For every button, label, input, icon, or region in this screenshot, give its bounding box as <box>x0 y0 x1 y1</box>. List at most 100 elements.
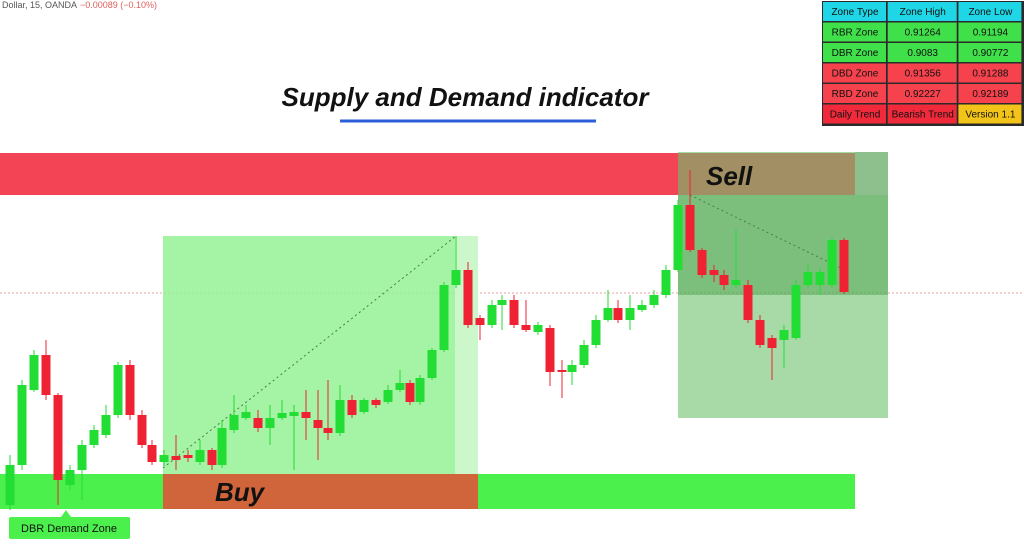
candle-body <box>791 285 801 338</box>
table-cell <box>887 43 957 62</box>
table-cell <box>958 84 1022 103</box>
candle-body <box>359 400 369 412</box>
table-cell <box>823 43 886 62</box>
candles <box>5 170 849 510</box>
table-cell <box>958 22 1022 42</box>
table-cell <box>823 63 886 83</box>
table-cell-text: 0.91264 <box>905 27 942 38</box>
table-cell <box>958 2 1022 21</box>
candle-body <box>487 305 497 325</box>
candle-body <box>347 400 357 415</box>
table-cell-text: DBD Zone <box>832 68 879 79</box>
candle-body <box>533 325 543 332</box>
candle-body <box>557 370 567 372</box>
candle-body <box>839 240 849 292</box>
candle-body <box>649 295 659 305</box>
table-cell-text: 0.92189 <box>972 89 1009 100</box>
candle-body <box>509 300 519 325</box>
candle-body <box>5 465 15 505</box>
candle-body <box>661 270 671 295</box>
candle-body <box>125 365 135 415</box>
candle-body <box>827 240 837 285</box>
table-cell-text: RBR Zone <box>832 27 879 38</box>
candle-body <box>289 412 299 416</box>
zone-tag-pointer <box>61 510 71 517</box>
candle-body <box>217 428 227 465</box>
table-cell-text: 0.91288 <box>972 68 1009 79</box>
candle-body <box>147 445 157 462</box>
table-cell-text: 0.9083 <box>907 48 938 59</box>
table-cell <box>887 104 957 124</box>
candle-body <box>301 412 311 418</box>
candle-body <box>323 428 333 433</box>
table-cell <box>887 63 957 83</box>
candle-body <box>579 345 589 365</box>
candle-body <box>567 365 577 372</box>
table-cell <box>958 63 1022 83</box>
table-cell <box>823 104 886 124</box>
candle-body <box>313 420 323 428</box>
sell-box-target <box>678 195 888 295</box>
table-cell <box>958 104 1022 124</box>
table-cell-text: 0.91356 <box>905 68 942 79</box>
candle-body <box>207 450 217 465</box>
candle-body <box>497 300 507 305</box>
candle-body <box>521 325 531 330</box>
candle-body <box>743 285 753 320</box>
candle-body <box>625 308 635 320</box>
candle-body <box>415 378 425 402</box>
candle-body <box>815 272 825 285</box>
buy-label: Buy <box>215 477 266 507</box>
candle-body <box>439 285 449 350</box>
candle-body <box>463 270 473 325</box>
candle-body <box>53 395 63 480</box>
candle-body <box>265 418 275 428</box>
candle-body <box>637 305 647 310</box>
candle-body <box>195 450 205 462</box>
candle-body <box>241 412 251 418</box>
candle-body <box>183 455 193 458</box>
table-cell <box>823 22 886 42</box>
candle-body <box>335 400 345 433</box>
candle-body <box>719 275 729 285</box>
candle-body <box>229 415 239 430</box>
candle-body <box>545 328 555 372</box>
zone-tag <box>9 517 130 539</box>
candle-body <box>41 355 51 395</box>
candle-body <box>685 205 695 250</box>
table-cell-text: 0.90772 <box>972 48 1009 59</box>
table-cell-text: Bearish Trend <box>892 109 954 120</box>
candle-body <box>767 338 777 348</box>
candle-body <box>405 383 415 402</box>
table-cell-text: Daily Trend <box>830 109 881 120</box>
candle-body <box>77 445 87 470</box>
table-cell-text: RBD Zone <box>832 89 879 100</box>
candle-body <box>277 413 287 418</box>
candle-body <box>101 415 111 435</box>
candle-body <box>755 320 765 345</box>
zone-table: Zone Type Zone High Zone Low RBR Zone 0.9126… <box>822 1 1024 126</box>
candle-body <box>427 350 437 378</box>
candle-body <box>29 355 39 390</box>
table-cell-text: 0.92227 <box>905 89 942 100</box>
zone-tag-label: DBR Demand Zone <box>21 523 117 535</box>
candle-body <box>673 205 683 270</box>
table-cell-text: DBR Zone <box>832 48 879 59</box>
table-cell-text: Version 1.1 <box>965 109 1015 120</box>
candle-body <box>395 383 405 390</box>
table-cell <box>823 2 886 21</box>
candle-body <box>697 250 707 275</box>
trend-line <box>162 235 457 469</box>
candle-body <box>383 390 393 402</box>
candle-body <box>371 400 381 405</box>
table-cell <box>887 22 957 42</box>
candle-body <box>171 456 181 460</box>
candle-body <box>89 430 99 445</box>
candle-body <box>113 365 123 415</box>
trend-line <box>689 194 846 271</box>
table-cell-text: 0.91194 <box>973 27 1009 38</box>
candle-body <box>803 272 813 285</box>
candle-body <box>603 308 613 320</box>
candle-body <box>65 470 75 485</box>
